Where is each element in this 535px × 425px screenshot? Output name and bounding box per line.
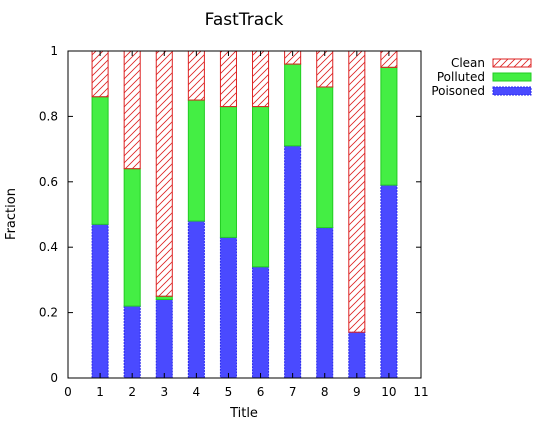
- bar-polluted-8: [316, 86, 334, 229]
- bar-clean-5: [219, 50, 237, 108]
- bar-polluted-10: [380, 66, 398, 186]
- bar-polluted-2: [123, 168, 141, 307]
- x-tick-label: 2: [128, 385, 136, 399]
- bar-polluted-6: [252, 106, 270, 268]
- x-tick-label: 10: [381, 385, 396, 399]
- legend-swatch-poisoned: [492, 86, 532, 96]
- bar-poisoned-7: [284, 145, 302, 379]
- bar-polluted-4: [187, 99, 205, 222]
- bar-poisoned-9: [348, 331, 366, 379]
- legend-label-clean: Clean: [451, 56, 485, 70]
- bar-poisoned-3: [155, 299, 173, 379]
- x-tick-label: 7: [289, 385, 297, 399]
- legend-swatch-polluted: [492, 72, 532, 82]
- y-tick-label: 0.8: [39, 109, 58, 123]
- x-tick-label: 11: [413, 385, 428, 399]
- bar-polluted-7: [284, 63, 302, 147]
- bar-polluted-1: [91, 96, 109, 225]
- bar-clean-9: [348, 50, 366, 333]
- bar-poisoned-5: [219, 236, 237, 379]
- chart-title: FastTrack: [205, 10, 284, 30]
- bar-poisoned-6: [252, 266, 270, 379]
- x-axis-label: Title: [229, 406, 258, 421]
- y-tick-label: 0.2: [39, 306, 58, 320]
- legend-label-poisoned: Poisoned: [431, 84, 485, 98]
- bar-poisoned-1: [91, 223, 109, 379]
- bar-clean-1: [91, 50, 109, 98]
- x-tick-label: 5: [225, 385, 233, 399]
- legend-label-polluted: Polluted: [437, 70, 485, 84]
- y-tick-label: 1: [50, 44, 58, 58]
- bar-clean-8: [316, 50, 334, 88]
- legend-swatch-clean: [492, 58, 532, 68]
- x-tick-label: 3: [160, 385, 168, 399]
- bar-clean-2: [123, 50, 141, 170]
- bars-group: [91, 50, 398, 379]
- x-tick-label: 8: [321, 385, 329, 399]
- bar-clean-3: [155, 50, 173, 297]
- x-tick-label: 9: [353, 385, 361, 399]
- ticks-group: 0 1 2 3 4 5 6 7 8 9 10 11 0 0.2 0.4 0.6 0.8 1: [39, 44, 429, 399]
- y-tick-label: 0: [50, 371, 58, 385]
- x-tick-label: 6: [257, 385, 265, 399]
- x-tick-label: 0: [64, 385, 72, 399]
- y-axis-label: Fraction: [4, 188, 19, 240]
- x-tick-label: 1: [96, 385, 104, 399]
- bar-poisoned-8: [316, 227, 334, 379]
- bar-polluted-5: [219, 106, 237, 238]
- y-tick-label: 0.4: [39, 240, 58, 254]
- bar-poisoned-2: [123, 305, 141, 379]
- bar-poisoned-4: [187, 220, 205, 379]
- bar-clean-4: [187, 50, 205, 101]
- plot-frame: [67, 50, 422, 379]
- bar-poisoned-10: [380, 184, 398, 379]
- bar-clean-6: [252, 50, 270, 108]
- x-tick-label: 4: [193, 385, 201, 399]
- y-tick-label: 0.6: [39, 175, 58, 189]
